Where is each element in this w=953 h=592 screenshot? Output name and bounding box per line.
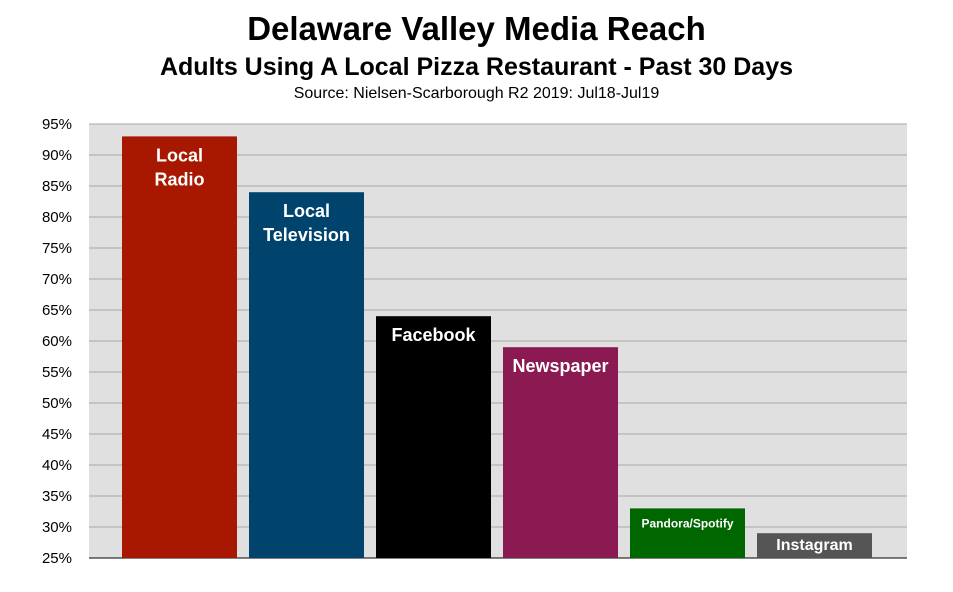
chart-subtitle: Adults Using A Local Pizza Restaurant - …	[159, 53, 794, 81]
y-tick-label: 50%	[42, 395, 72, 412]
y-tick-label: 30%	[42, 519, 72, 536]
bar-label: Facebook	[391, 325, 476, 345]
y-tick-label: 85%	[42, 178, 72, 195]
bar-label: Instagram	[776, 537, 852, 554]
bar	[376, 316, 491, 558]
bar-label: Radio	[154, 169, 204, 189]
y-tick-label: 65%	[42, 302, 72, 319]
bar-label: Newspaper	[512, 356, 608, 376]
chart-title: Delaware Valley Media Reach	[247, 10, 706, 47]
bar	[122, 136, 237, 558]
y-tick-label: 95%	[42, 116, 72, 133]
y-tick-label: 40%	[42, 457, 72, 474]
y-tick-label: 80%	[42, 209, 72, 226]
y-tick-label: 55%	[42, 364, 72, 381]
bar	[249, 192, 364, 558]
y-tick-label: 45%	[42, 426, 72, 443]
bar-label: Local	[156, 145, 203, 165]
y-tick-label: 25%	[42, 550, 72, 567]
bar	[757, 533, 872, 558]
y-tick-label: 35%	[42, 488, 72, 505]
bar	[630, 508, 745, 558]
y-tick-label: 90%	[42, 147, 72, 164]
y-tick-label: 70%	[42, 271, 72, 288]
y-tick-label: 60%	[42, 333, 72, 350]
bar-label: Local	[283, 201, 330, 221]
chart-source: Source: Nielsen-Scarborough R2 2019: Jul…	[293, 85, 660, 102]
bar-label: Television	[263, 225, 350, 245]
bar-label: Pandora/Spotify	[641, 516, 733, 530]
bar	[503, 347, 618, 558]
y-tick-label: 75%	[42, 240, 72, 257]
